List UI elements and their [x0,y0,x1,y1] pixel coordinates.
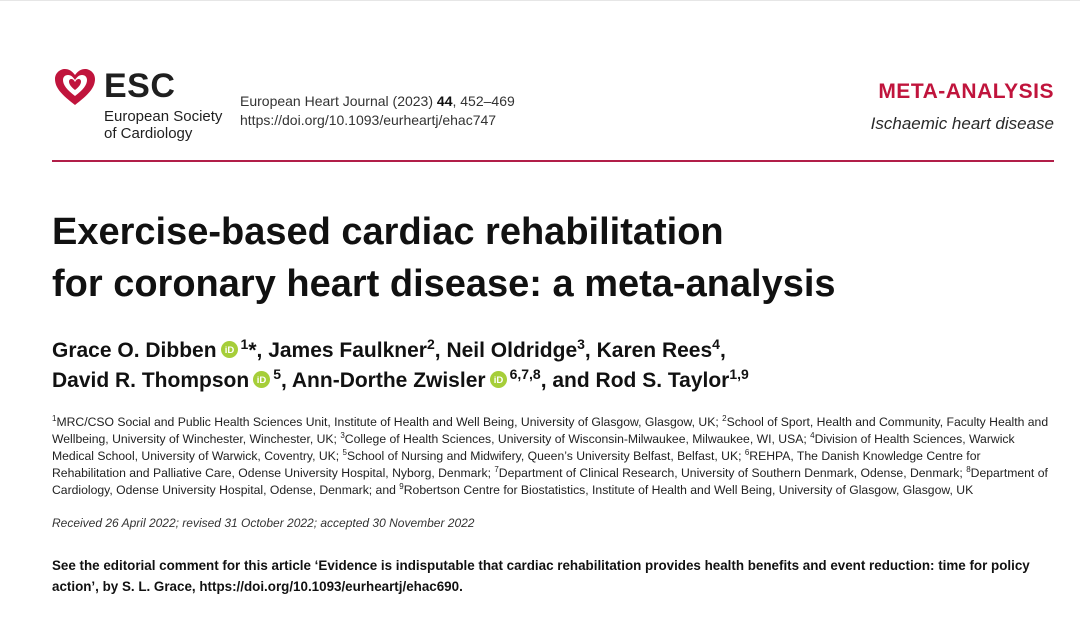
title-line-2: for coronary heart disease: a meta-analy… [52,263,836,305]
affiliation-text: School of Nursing and Midwifery, Queen’s… [347,449,745,463]
affiliation-number: 7 [494,464,499,474]
author-name[interactable]: Ann-Dorthe Zwisler [291,369,486,392]
affiliation-text: Robertson Centre for Biostatistics, Inst… [403,483,974,497]
svg-text:iD: iD [493,375,503,386]
affiliation-text: Department of Clinical Research, Univers… [498,466,967,480]
author-separator: , [256,339,269,362]
author-separator: , [719,339,726,362]
author-affiliation-ref: 6,7,8 [509,366,541,382]
author-separator: , and [540,369,596,392]
affiliation-text: Division of Health Sciences, Warwick Med… [52,432,1015,463]
affiliation-text: College of Health Sciences, University o… [344,432,811,446]
affiliation-text: MRC/CSO Social and Public Health Science… [56,415,723,429]
author-name[interactable]: Karen Rees [596,339,713,362]
orcid-icon[interactable]: iD [489,371,507,388]
author-affiliation-ref: 5 [273,366,281,382]
affiliations: 1MRC/CSO Social and Public Health Scienc… [52,414,1050,499]
article-title: Exercise-based cardiac rehabilitation fo… [52,206,1052,310]
article-type-label: META-ANALYSIS [878,80,1054,103]
article-doi-link[interactable]: https://doi.org/10.1093/eurheartj/ehac74… [240,112,497,128]
corresponding-author-mark: * [248,339,257,362]
svg-text:iD: iD [257,375,267,386]
journal-volume: 44 [436,93,453,109]
submission-dates: Received 26 April 2022; revised 31 Octob… [52,516,475,530]
author-name[interactable]: Grace O. Dibben [52,339,217,362]
author-name[interactable]: Neil Oldridge [446,339,578,362]
journal-name: European Heart Journal (2023) [240,93,437,109]
author-affiliation-ref: 2 [426,336,435,352]
author-affiliation-ref: 3 [577,336,585,352]
title-line-1: Exercise-based cardiac rehabilitation [52,211,724,253]
affiliation-text: Department of Cardiology, Odense Univers… [52,466,1048,497]
author-separator: , [434,339,447,362]
author-affiliation-ref: 1,9 [729,366,749,382]
editorial-comment-note[interactable]: See the editorial comment for this artic… [52,558,1030,594]
logo-subtitle: European Society of Cardiology [104,108,222,142]
svg-text:iD: iD [224,345,234,356]
journal-pages: , 452–469 [452,93,515,109]
affiliation-number: 9 [399,481,404,491]
top-divider [0,0,1080,1]
orcid-icon[interactable]: iD [220,341,238,358]
affiliation-number: 2 [722,413,727,423]
affiliation-number: 1 [52,413,57,423]
author-separator: , [280,369,292,392]
header-divider [52,160,1054,162]
affiliation-text: School of Sport, Health and Community, F… [52,415,1049,446]
author-affiliation-ref: 1 [240,336,249,352]
heart-logo-icon [55,69,95,105]
affiliation-number: 4 [810,430,815,440]
journal-citation: European Heart Journal (2023) 44, 452–46… [240,92,515,130]
author-name[interactable]: David R. Thompson [52,369,250,392]
logo-subtitle-line1: European Society [104,108,223,125]
subject-category: Ischaemic heart disease [870,114,1054,133]
author-separator: , [584,339,597,362]
author-name[interactable]: James Faulkner [268,339,427,362]
journal-reference: European Heart Journal (2023) 44, 452–46… [240,92,515,111]
logo-subtitle-line2: of Cardiology [104,125,193,142]
affiliation-number: 8 [966,464,971,474]
orcid-icon[interactable]: iD [253,371,271,388]
author-name[interactable]: Rod S. Taylor [595,369,730,392]
esc-logo[interactable]: ESC European Society of Cardiology [52,64,252,148]
affiliation-text: REHPA, The Danish Knowledge Centre for R… [52,449,981,480]
affiliation-number: 6 [744,447,750,457]
affiliation-number: 5 [342,447,347,457]
author-list: Grace O. Dibben iD 1*, James Faulkner2, Ne… [52,336,1052,396]
author-affiliation-ref: 4 [712,336,720,352]
affiliation-number: 3 [340,430,345,440]
logo-wordmark: ESC [104,67,176,105]
